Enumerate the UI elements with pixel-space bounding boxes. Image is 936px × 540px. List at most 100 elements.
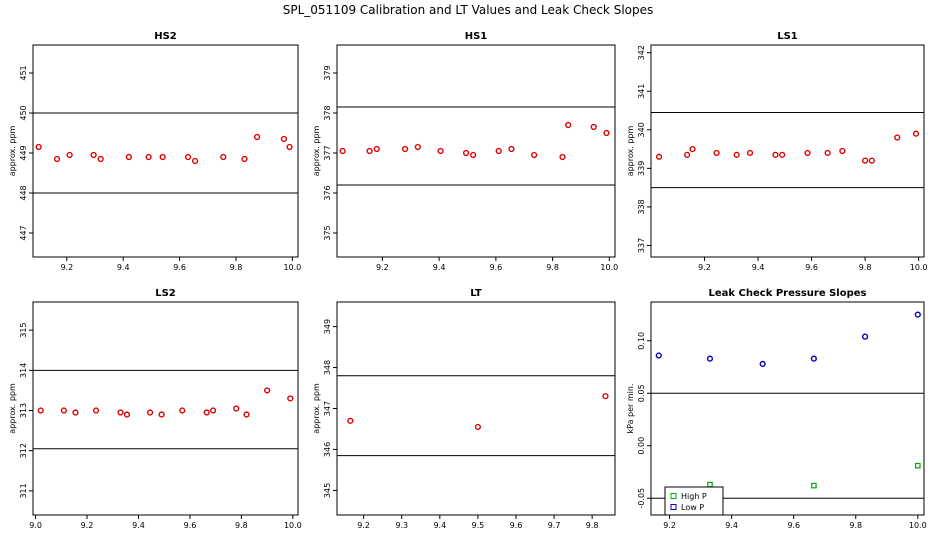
data-point — [531, 151, 538, 159]
x-tick-label: 9.8 — [859, 263, 872, 272]
y-axis-label: approx. ppm — [8, 126, 17, 177]
data-point — [243, 411, 250, 418]
panel-hs1: HS1 9.2 9.4 9.6 9.8 10.0 375 376 377 378 379 approx… — [312, 31, 618, 272]
data-point — [746, 149, 754, 157]
x-tick-label: 9.6 — [489, 263, 502, 272]
data-point — [92, 407, 100, 414]
y-tick-label: 314 — [19, 363, 28, 378]
data-point — [209, 407, 217, 414]
y-tick-label: 449 — [19, 145, 28, 160]
plot-frame — [32, 44, 299, 258]
x-tick-label: 9.2 — [357, 521, 370, 530]
data-point — [123, 411, 131, 418]
panel-ls2: LS2 9.0 9.2 9.4 9.6 9.8 10.0 311 312 313 314 315 app… — [8, 288, 302, 530]
y-tick-label: 376 — [323, 185, 332, 200]
data-point — [203, 409, 210, 416]
data-point — [254, 133, 261, 141]
data-point — [97, 155, 104, 163]
y-tick-label: 349 — [323, 319, 332, 334]
legend: High P Low P — [664, 486, 724, 516]
y-tick-label: 375 — [323, 225, 332, 240]
data-point — [158, 411, 165, 418]
data-point — [706, 355, 714, 362]
data-point — [914, 311, 921, 318]
data-point — [179, 407, 186, 414]
data-point — [811, 482, 817, 489]
y-tick-label: 315 — [19, 322, 28, 337]
y-tick-label: 447 — [19, 225, 28, 240]
data-point — [713, 149, 720, 157]
data-point — [602, 393, 609, 400]
data-point — [347, 417, 354, 424]
data-point — [72, 409, 79, 416]
x-tick-label: 9.8 — [235, 521, 248, 530]
data-point — [495, 147, 502, 155]
y-tick-label: 0.10 — [637, 332, 646, 350]
data-point — [868, 157, 875, 164]
x-tick-label: 9.6 — [184, 521, 197, 530]
data-point — [689, 145, 696, 153]
data-point — [437, 147, 444, 155]
y-tick-label: 342 — [637, 45, 646, 60]
plot-frame — [336, 301, 616, 516]
data-point — [60, 407, 67, 414]
data-point — [861, 333, 869, 340]
plot-frame — [32, 301, 299, 516]
data-point — [684, 151, 691, 158]
data-point — [772, 151, 779, 158]
data-point — [779, 151, 786, 158]
x-tick-label: 9.8 — [230, 263, 243, 272]
data-point — [914, 462, 921, 469]
data-point — [373, 145, 380, 153]
y-tick-label: 451 — [19, 65, 28, 80]
x-tick-label: 9.4 — [752, 263, 765, 272]
data-point — [401, 145, 409, 153]
y-axis-label: approx. ppm — [312, 126, 321, 177]
x-tick-label: 9.4 — [433, 263, 446, 272]
data-point — [90, 151, 97, 159]
y-tick-label: 311 — [19, 483, 28, 498]
data-point — [474, 423, 482, 431]
x-tick-label: 10.0 — [283, 263, 301, 272]
x-tick-label: 10.0 — [910, 263, 928, 272]
x-tick-label: 9.0 — [29, 521, 42, 530]
data-point — [603, 129, 610, 137]
x-tick-label: 9.6 — [510, 521, 523, 530]
panel-title: HS1 — [465, 31, 488, 42]
panel-ls1: LS1 9.2 9.4 9.6 9.8 10.0 337 338 339 340 341 342 app… — [626, 31, 928, 272]
legend-swatch — [670, 493, 677, 499]
data-point — [862, 157, 869, 164]
y-tick-label: 0.05 — [637, 384, 646, 402]
data-point — [192, 157, 199, 165]
panel-title: LT — [470, 288, 482, 299]
x-tick-label: 9.4 — [117, 263, 130, 272]
x-tick-label: 9.2 — [663, 521, 676, 530]
data-point — [590, 123, 597, 131]
panel-title: LS1 — [777, 31, 798, 42]
x-tick-label: 9.6 — [173, 263, 186, 272]
panel-leak: Leak Check Pressure Slopes 9.2 9.4 9.6 9.8 10… — [626, 288, 927, 530]
data-point — [53, 155, 61, 163]
data-point — [184, 153, 192, 161]
x-tick-label: 9.2 — [698, 263, 711, 272]
x-tick-label: 9.7 — [548, 521, 561, 530]
y-tick-label: 450 — [19, 105, 28, 120]
data-point — [655, 153, 663, 160]
y-tick-label: 341 — [637, 84, 646, 99]
data-point — [366, 147, 373, 155]
y-tick-label: 338 — [637, 199, 646, 214]
panel-hs2: HS2 9.2 9.4 9.6 9.8 10.0 447 448 449 450 451 approx… — [8, 31, 301, 272]
legend-box — [664, 486, 724, 516]
y-tick-label: 313 — [19, 403, 28, 418]
x-tick-label: 9.8 — [849, 521, 862, 530]
data-point — [117, 409, 124, 416]
data-point — [470, 151, 477, 159]
y-tick-label: 448 — [19, 185, 28, 200]
data-point — [707, 481, 713, 488]
x-tick-label: 10.0 — [909, 521, 927, 530]
legend-label: High P — [681, 492, 707, 501]
x-tick-label: 9.4 — [433, 521, 446, 530]
data-point — [35, 143, 42, 151]
data-point — [241, 155, 248, 163]
data-point — [286, 143, 293, 151]
